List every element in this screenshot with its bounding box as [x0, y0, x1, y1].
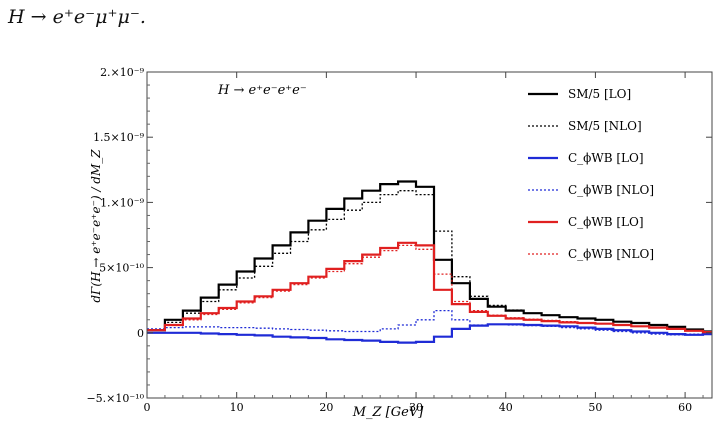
x-tick-label: 10 [230, 401, 244, 414]
legend-label: C_ϕWB [LO] [568, 215, 644, 229]
series-line [147, 309, 712, 336]
legend-label: C_ϕWB [NLO] [568, 183, 654, 197]
y-tick-label: 1.×10⁻⁹ [100, 196, 145, 209]
y-tick-label: 1.5×10⁻⁹ [93, 131, 145, 144]
caption-text: H → e⁺e⁻μ⁺μ⁻. [8, 6, 146, 28]
legend-label: SM/5 [LO] [568, 87, 631, 101]
legend: SM/5 [LO] SM/5 [NLO] C_ϕWB [LO] C_ϕWB [NLO]… [528, 87, 654, 261]
legend-label: SM/5 [NLO] [568, 119, 642, 133]
y-tick-label: 0 [137, 327, 144, 340]
x-axis-label: M_Z [GeV] [352, 405, 425, 420]
series-line [147, 244, 712, 333]
plot-frame [146, 71, 713, 399]
series-line [147, 323, 712, 344]
series-line [147, 190, 712, 333]
x-tick-label: 0 [144, 401, 151, 414]
y-axis-label: dΓ(H → e⁺e⁻e⁺e⁻) / dM_Z [89, 149, 103, 303]
x-tick-label: 50 [588, 401, 602, 414]
x-tick-label: 30 [409, 401, 423, 414]
x-tick-label: 20 [319, 401, 333, 414]
legend-label: C_ϕWB [NLO] [568, 247, 654, 261]
x-tick-label: 60 [678, 401, 692, 414]
axes: 0 10 20 30 40 50 60−5.×10⁻¹⁰05×10⁻¹⁰1.×10⁻⁹1.5… [86, 66, 713, 414]
plot-area [147, 180, 712, 344]
y-tick-label: −5.×10⁻¹⁰ [86, 392, 144, 405]
chart-title: H → e⁺e⁻e⁺e⁻ [217, 83, 307, 98]
legend-label: C_ϕWB [LO] [568, 151, 644, 165]
x-tick-label: 40 [499, 401, 513, 414]
y-tick-label: 5×10⁻¹⁰ [99, 262, 144, 275]
y-tick-label: 2.×10⁻⁹ [100, 66, 145, 79]
